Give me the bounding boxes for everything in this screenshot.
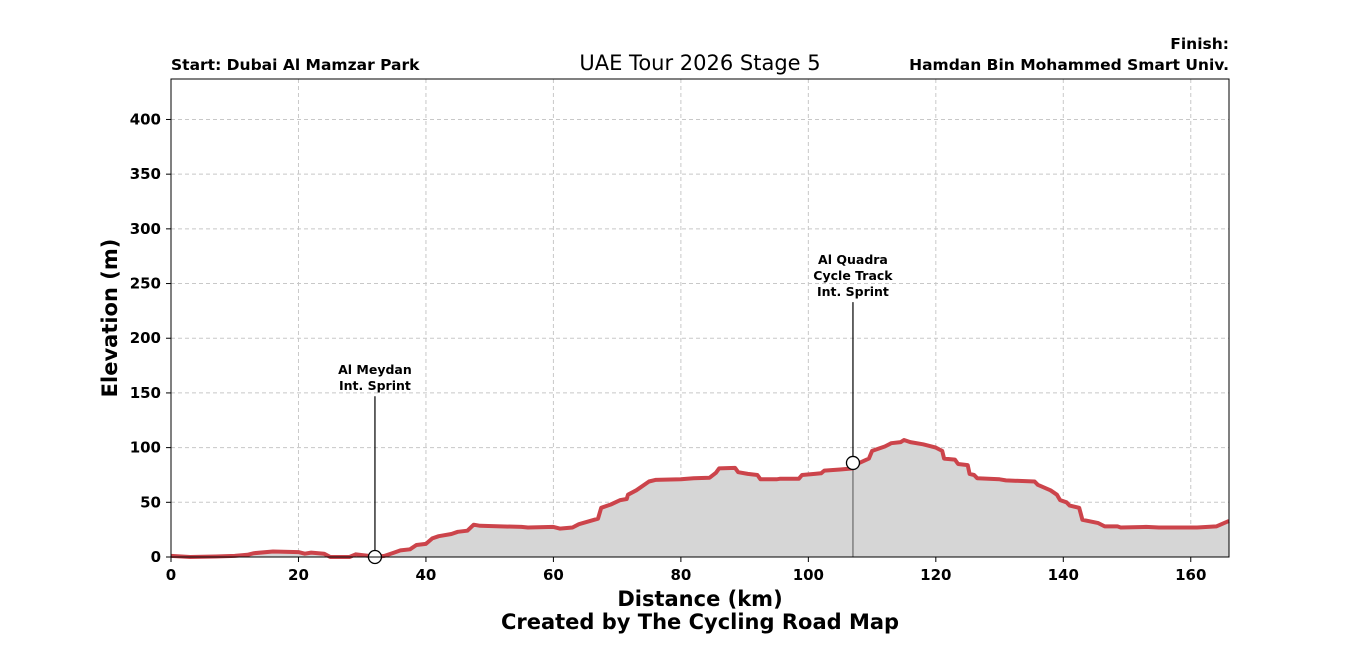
sprint-marker-label: Al Meydan xyxy=(338,362,412,377)
axis-ticks: 0 20 40 60 80 100 120 140 160 0 50 100 150 200 250 300 3… xyxy=(130,110,1207,584)
x-tick-label: 20 xyxy=(288,566,309,584)
elevation-line xyxy=(170,438,1230,559)
y-tick-label: 150 xyxy=(130,384,161,402)
y-tick-label: 100 xyxy=(130,439,161,457)
x-tick-label: 40 xyxy=(416,566,437,584)
marker-lines xyxy=(852,462,854,557)
finish-label-line2: Hamdan Bin Mohammed Smart Univ. xyxy=(909,56,1229,74)
sprint-marker-label: Int. Sprint xyxy=(817,284,889,299)
x-tick-label: 120 xyxy=(920,566,951,584)
x-tick-label: 60 xyxy=(543,566,564,584)
y-tick-label: 50 xyxy=(140,493,161,511)
sprint-marker-circle xyxy=(845,455,861,471)
y-tick-label: 400 xyxy=(130,110,161,128)
y-tick-label: 300 xyxy=(130,220,161,238)
x-tick-label: 80 xyxy=(670,566,691,584)
y-tick-label: 250 xyxy=(130,275,161,293)
plot-frame xyxy=(170,78,1230,558)
y-axis-label: Elevation (m) xyxy=(98,239,122,398)
x-tick-label: 100 xyxy=(793,566,824,584)
y-tick-label: 350 xyxy=(130,165,161,183)
chart-title: UAE Tour 2026 Stage 5 xyxy=(579,51,820,75)
x-axis-label: Distance (km) xyxy=(617,587,782,611)
y-tick-label: 200 xyxy=(130,329,161,347)
finish-label-line1: Finish: xyxy=(1170,35,1229,53)
x-tick-label: 160 xyxy=(1175,566,1206,584)
y-tick-label: 0 xyxy=(151,548,161,566)
sprint-marker-label: Al Quadra xyxy=(818,252,888,267)
x-tick-label: 140 xyxy=(1048,566,1079,584)
start-label: Start: Dubai Al Mamzar Park xyxy=(171,56,420,74)
sprint-marker-label: Int. Sprint xyxy=(339,378,411,393)
x-tick-label: 0 xyxy=(166,566,176,584)
sprint-marker-label: Cycle Track xyxy=(813,268,893,283)
caption: Created by The Cycling Road Map xyxy=(501,610,899,634)
elevation-area-fill xyxy=(171,440,1229,557)
